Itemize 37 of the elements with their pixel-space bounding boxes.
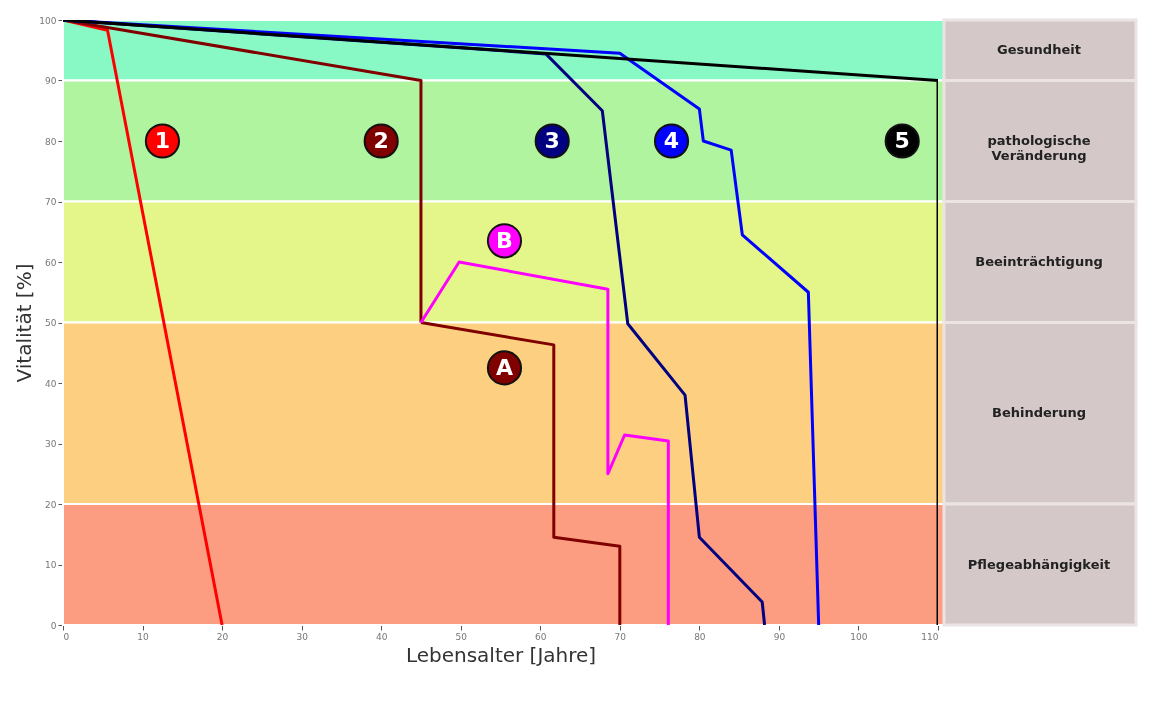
- annotation: A: [495, 354, 513, 380]
- annotation: B: [496, 227, 513, 253]
- annotation: 2: [373, 128, 389, 153]
- y-tick-label: 90: [45, 76, 57, 86]
- annotation: 5: [894, 128, 910, 153]
- y-tick-label: 30: [45, 439, 57, 449]
- band-label: Gesundheit: [997, 42, 1081, 58]
- y-tick-label: 0: [50, 620, 57, 631]
- band-label: Behinderung: [991, 405, 1087, 421]
- x-axis-title: Lebensalter [Jahre]: [405, 642, 597, 667]
- x-tick-label: 60: [535, 631, 547, 642]
- y-tick-label: 100: [39, 15, 57, 26]
- x-tick-label: 100: [850, 631, 868, 642]
- y-tick-label: 60: [45, 257, 57, 268]
- y-tick-label: 40: [45, 378, 57, 389]
- y-tick-label: 50: [45, 318, 57, 328]
- y-tick-label: 80: [45, 136, 57, 147]
- x-tick-label: 30: [296, 631, 309, 642]
- y-tick-label: 10: [45, 560, 57, 570]
- y-axis-title: Vitalität [%]: [12, 263, 37, 383]
- band-label: Beeinträchtigung: [975, 254, 1103, 269]
- annotation: 4: [663, 128, 680, 153]
- x-tick-label: 70: [614, 631, 627, 642]
- annotation: 1: [154, 128, 171, 153]
- x-tick-label: 80: [694, 631, 706, 642]
- band-label: Pflegeabhängigkeit: [967, 556, 1111, 572]
- x-tick-label: 0: [63, 631, 70, 642]
- x-tick-label: 90: [773, 631, 786, 642]
- x-tick-label: 40: [375, 631, 388, 642]
- x-tick-label: 110: [921, 631, 939, 642]
- x-tick-label: 20: [216, 631, 229, 642]
- y-tick-label: 20: [45, 499, 57, 510]
- x-tick-label: 10: [137, 631, 150, 642]
- annotation: 3: [544, 128, 560, 153]
- x-tick-label: 50: [455, 631, 468, 642]
- band-label: pathologische Veränderung: [987, 133, 1091, 163]
- y-tick-label: 70: [45, 197, 57, 207]
